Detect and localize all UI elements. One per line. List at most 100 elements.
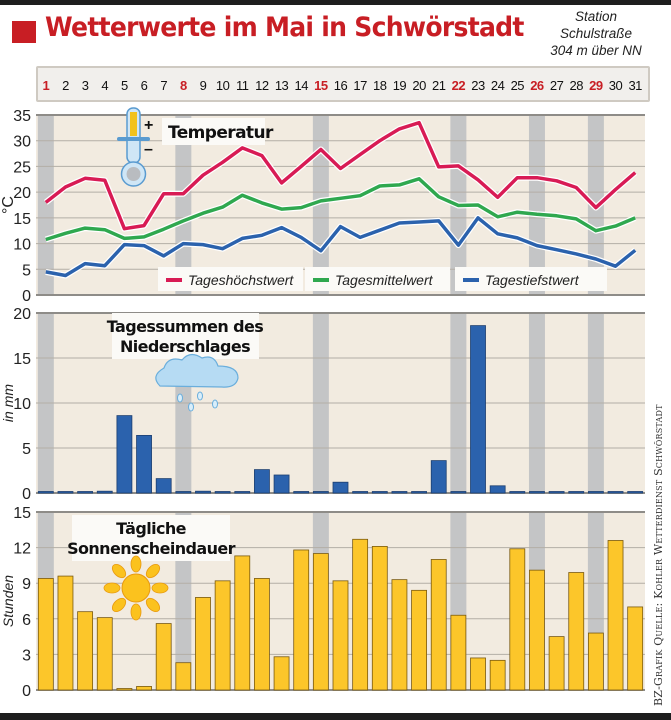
bar [136,434,152,494]
day-label: 27 [550,78,564,93]
day-label: 28 [570,78,584,93]
series-line [44,120,637,231]
thermometer-icon: +– [117,107,153,187]
day-label: 29 [589,78,603,93]
bar [254,578,270,691]
y-axis-label: Stunden [0,575,16,627]
bar [548,636,565,691]
bar [214,491,231,494]
bar [57,491,74,494]
bar [77,611,94,691]
day-axis-bar [36,66,650,102]
chart-panel-2: 0 3 6 9 12 15 Stunden [0,505,645,700]
chart-title-line: Sonnenscheindauer [67,539,236,558]
chart-title-line: Tagessummen des [107,317,263,336]
day-label: 25 [511,78,525,93]
bar [293,491,310,494]
bar [529,569,545,691]
day-label: 4 [101,78,108,93]
bar [116,415,133,494]
chart-title-line: Tägliche [116,519,187,538]
bar [568,491,585,494]
bottom-border [0,713,671,720]
bar [234,555,251,691]
bar [489,485,506,494]
day-label: 16 [334,78,348,93]
day-label: 5 [121,78,128,93]
chart-panel-1: 0 5 10 15 20 in mm [0,306,645,503]
bar [195,597,211,691]
bar [450,614,467,691]
day-label: 26 [530,78,544,93]
legend-label: Tagesmittelwert [335,272,434,288]
y-tick-label: 5 [22,262,31,279]
bar [627,606,644,691]
bar [470,657,486,691]
y-tick-label: 15 [13,351,31,368]
bar [312,491,329,494]
rain-drop [212,399,218,409]
bar [116,688,133,691]
series-line [45,177,636,242]
weekend-band [528,115,545,295]
sun-ray [151,582,169,594]
y-tick-label: 35 [13,108,31,125]
bar [411,589,427,691]
station-line: Station [574,9,618,24]
bar [195,490,211,494]
rain-cloud-icon [155,353,239,412]
chart-title-line: Niederschlages [120,337,250,356]
y-tick-label: 6 [22,612,31,629]
y-tick-label: 5 [22,441,31,458]
bar [332,580,349,691]
bar [155,478,172,494]
bar [234,491,251,494]
bar [587,491,604,494]
page-title: Wetterwerte im Mai in Schwörstadt [45,12,524,43]
y-tick-label: 10 [13,396,31,413]
legend-box [305,267,450,291]
y-tick-label: 15 [13,505,31,522]
day-label: 7 [160,78,167,93]
day-label: 10 [216,78,230,93]
day-label: 2 [62,78,69,93]
chart-title: Temperatur [168,123,274,143]
day-label: 13 [275,78,289,93]
y-tick-label: 12 [13,541,31,558]
day-label: 1 [42,78,49,93]
bar [96,617,113,691]
bar [155,623,172,691]
day-label: 20 [412,78,426,93]
bar [273,656,290,691]
y-tick-label: 25 [13,159,31,176]
sun-ray [145,563,161,579]
y-tick-label: 15 [13,211,31,228]
bar [293,549,310,691]
day-label: 14 [294,78,308,93]
bar [470,325,486,494]
bar [489,659,506,691]
bar [509,491,526,494]
station-line: Schulstraße [559,26,633,41]
y-tick-label: 0 [22,683,31,700]
bar [352,491,369,494]
bar [77,491,94,494]
weekend-band [37,115,54,295]
bar [96,490,113,494]
y-tick-label: 20 [13,306,31,323]
rain-drop [177,393,183,403]
sun-ray [111,563,127,579]
bar [332,481,349,494]
source-credit: BZ-Grafik Quelle: Kohler Wetterdienst Sc… [652,404,665,706]
y-tick-label: 20 [13,185,31,202]
legend-box [158,267,303,291]
bar [175,491,192,494]
rain-drop [188,402,194,412]
bar [430,460,447,494]
plus-sign: + [144,117,153,134]
bar [607,540,624,691]
sun-ray [130,603,142,621]
legend-box [455,267,607,291]
bar [273,474,290,494]
